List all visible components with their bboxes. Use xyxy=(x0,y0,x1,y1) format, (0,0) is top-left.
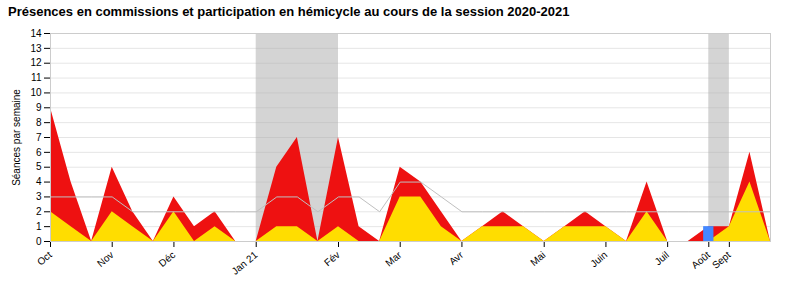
svg-text:6: 6 xyxy=(36,147,42,158)
svg-text:11: 11 xyxy=(31,72,42,83)
svg-text:9: 9 xyxy=(36,102,42,113)
svg-text:Jan 21: Jan 21 xyxy=(229,249,259,277)
svg-text:8: 8 xyxy=(36,117,42,128)
svg-text:Fév: Fév xyxy=(322,249,342,268)
svg-text:14: 14 xyxy=(30,28,42,39)
svg-text:10: 10 xyxy=(30,87,42,98)
svg-text:Séances par semaine: Séances par semaine xyxy=(11,89,22,186)
svg-text:Avr: Avr xyxy=(447,249,466,267)
svg-text:Juin: Juin xyxy=(588,249,609,269)
svg-text:5: 5 xyxy=(36,161,42,172)
svg-text:0: 0 xyxy=(36,236,42,247)
svg-text:Sept: Sept xyxy=(710,249,733,271)
svg-text:Mai: Mai xyxy=(528,249,547,268)
svg-text:Mar: Mar xyxy=(383,249,404,269)
svg-text:Juil: Juil xyxy=(652,249,671,267)
svg-text:2: 2 xyxy=(36,206,42,217)
svg-text:1: 1 xyxy=(36,221,42,232)
svg-text:4: 4 xyxy=(36,176,42,187)
html-text:Présences en commissions et pa: Présences en commissions et participatio… xyxy=(8,4,570,19)
svg-text:Nov: Nov xyxy=(95,249,116,269)
svg-text:12: 12 xyxy=(30,57,42,68)
svg-text:Déc: Déc xyxy=(157,249,178,269)
svg-text:13: 13 xyxy=(30,43,42,54)
svg-text:Oct: Oct xyxy=(35,249,54,268)
svg-text:7: 7 xyxy=(36,132,42,143)
svg-text:3: 3 xyxy=(36,191,42,202)
svg-text:Août: Août xyxy=(689,249,712,271)
